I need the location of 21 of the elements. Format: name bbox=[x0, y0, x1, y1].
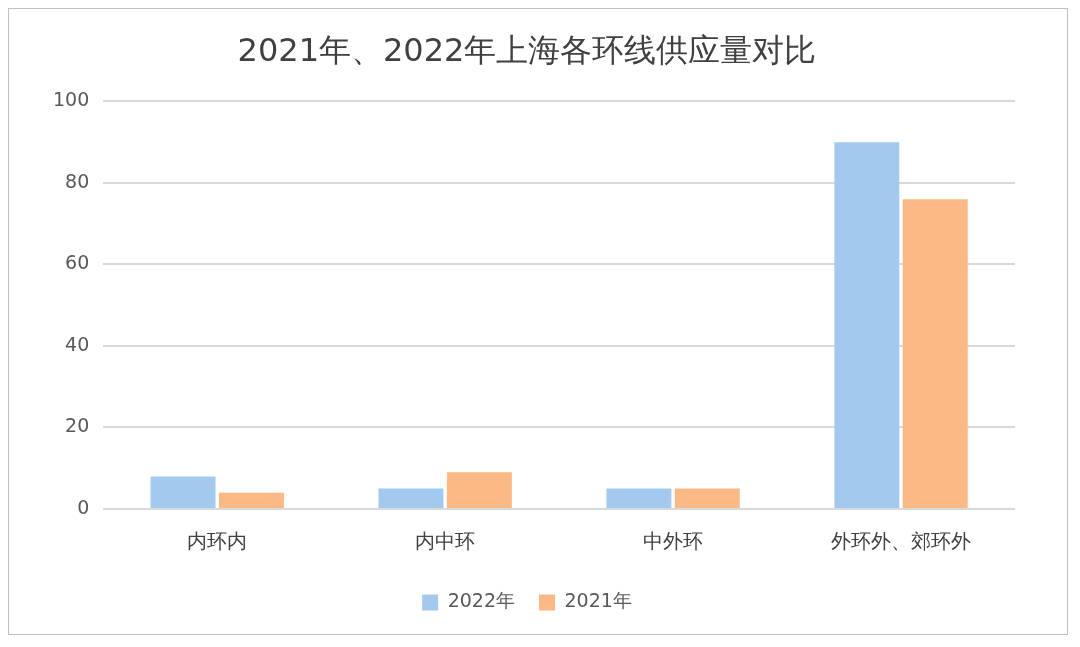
bar bbox=[446, 472, 512, 508]
chart-title: 2021年、2022年上海各环线供应量对比 bbox=[237, 30, 817, 69]
bar bbox=[606, 488, 672, 508]
bar bbox=[902, 199, 968, 508]
legend-label: 2021年 bbox=[564, 589, 632, 612]
bar bbox=[834, 142, 900, 508]
x-tick-label: 外环外、郊环外 bbox=[831, 529, 972, 554]
bar bbox=[150, 476, 216, 508]
y-tick-label: 0 bbox=[77, 495, 90, 518]
y-tick-label: 100 bbox=[53, 88, 90, 111]
x-tick-label: 中外环 bbox=[643, 529, 704, 554]
x-tick-label: 内环内 bbox=[187, 529, 248, 554]
y-tick-label: 40 bbox=[65, 332, 90, 355]
bar bbox=[378, 488, 444, 508]
y-tick-label: 60 bbox=[65, 251, 90, 274]
bar bbox=[218, 492, 284, 508]
legend-label: 2022年 bbox=[447, 589, 516, 612]
y-tick-label: 80 bbox=[65, 169, 90, 192]
y-tick-label: 20 bbox=[65, 414, 90, 437]
x-tick-label: 内中环 bbox=[415, 529, 476, 554]
bar bbox=[674, 488, 740, 508]
